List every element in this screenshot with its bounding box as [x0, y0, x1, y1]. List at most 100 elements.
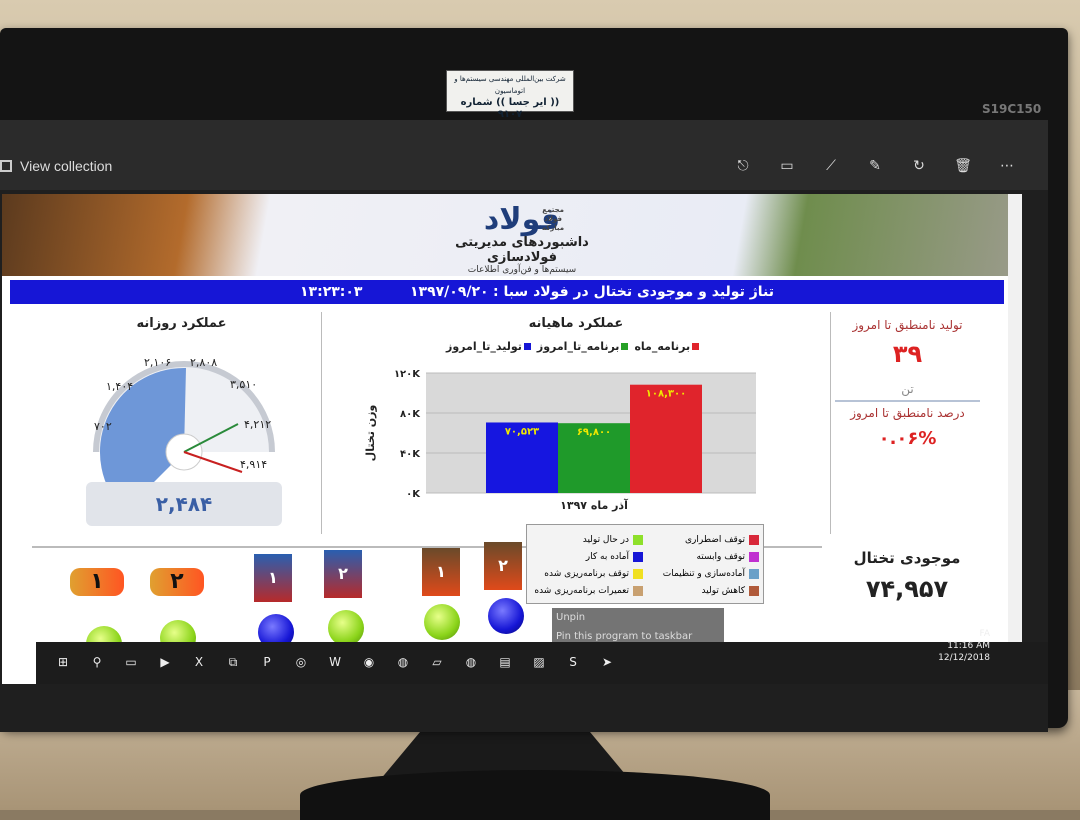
monthly-panel: عملکرد ماهیانه برنامه_ماه برنامه_تا_امرو…	[326, 312, 826, 534]
unit-1[interactable]: ۱	[70, 568, 124, 596]
app-icon[interactable]: P	[263, 655, 271, 669]
monitor-bezel: شرکت بین‌المللی مهندسی سیستم‌ها و اتوماس…	[0, 28, 1068, 732]
gauge-needle-red	[183, 451, 243, 473]
rotate-icon[interactable]: ↻	[913, 158, 925, 174]
screen: View collection ⎋ ▭ ⟋ ✎ ↻ 🗑 ⋯ فولاد مجتم…	[0, 120, 1048, 732]
kpi-divider	[835, 400, 980, 402]
back-icon[interactable]	[0, 160, 12, 172]
tray-lang[interactable]: FA	[979, 629, 990, 639]
gauge-tick: ۷۰۲	[94, 420, 112, 433]
word-icon[interactable]: W	[329, 655, 341, 669]
unit-6[interactable]: ۲	[484, 542, 522, 590]
title-bar-text: تناژ تولید و موجودی تختال در فولاد سبا :	[492, 284, 774, 300]
company-logo: فولاد مجتمع فولاد مبارکه	[483, 202, 566, 237]
explorer-icon[interactable]: ▤	[499, 655, 511, 669]
chrome-icon[interactable]: ◉	[363, 655, 375, 669]
excel-icon[interactable]: X	[194, 655, 204, 669]
firefox-icon[interactable]: ◍	[397, 655, 409, 669]
logo-subtext: مجتمع فولاد مبارکه	[541, 206, 566, 232]
legend-item: کاهش تولید	[647, 582, 759, 599]
telegram-icon[interactable]: ➤	[601, 655, 613, 669]
legend-item: برنامه_ماه	[634, 340, 700, 353]
legend-item: آماده‌سازی و تنظیمات	[647, 565, 759, 582]
header-title: داشبوردهای مدیریتی فولادسازی	[455, 235, 589, 265]
gauge-tick: ۲,۸۰۸	[190, 356, 217, 369]
jumplist-unpin[interactable]: Unpin	[556, 612, 586, 623]
skype-icon[interactable]: S	[569, 655, 577, 669]
unit-4[interactable]: ۲	[324, 550, 362, 598]
slideshow-icon[interactable]: ▭	[780, 158, 794, 174]
legend-item: برنامه_تا_امروز	[537, 340, 629, 353]
status-ball-5	[424, 604, 460, 640]
y-tick-label: ۱۲۰K	[394, 369, 421, 380]
network-icon[interactable]: ⧉	[228, 655, 238, 669]
stock-panel: موجودی تختال ۷۴,۹۵۷	[830, 539, 984, 629]
bar-data-label: ۶۹,۸۰۰	[577, 427, 611, 438]
bar	[558, 423, 630, 493]
media-icon[interactable]: ▶	[160, 655, 170, 669]
title-bar: تناژ تولید و موجودی تختال در فولاد سبا :…	[10, 280, 1004, 304]
unit-2[interactable]: ۲	[150, 568, 204, 596]
toolbar-icons: ⎋ ▭ ⟋ ✎ ↻ 🗑 ⋯	[732, 158, 1018, 178]
search-icon[interactable]: ⚲	[92, 655, 102, 669]
legend-item: توقف برنامه‌ریزی شده	[531, 565, 643, 582]
delete-icon[interactable]: 🗑	[954, 158, 972, 174]
bar-data-label: ۱۰۸,۳۰۰	[646, 389, 686, 400]
tray-time: 11:16 AM	[947, 641, 990, 651]
legend-item: در حال تولید	[531, 531, 643, 548]
share-icon[interactable]: ⎋	[737, 158, 749, 174]
nonconf-unit: تن	[901, 382, 914, 396]
monthly-title: عملکرد ماهیانه	[528, 316, 624, 331]
edit-icon[interactable]: ✎	[869, 158, 881, 174]
photos-icon[interactable]: ▨	[533, 655, 545, 669]
status-legend: توقف اضطراری توقف وابسته آماده‌سازی و تن…	[526, 524, 764, 604]
crop-icon[interactable]: ⟋	[826, 158, 836, 174]
app-icon[interactable]: ◎	[295, 655, 307, 669]
sticker-line1: شرکت بین‌المللی مهندسی سیستم‌ها و اتوماس…	[454, 75, 566, 95]
status-ball-4	[328, 610, 364, 646]
right-scroll-strip[interactable]	[1008, 194, 1022, 684]
more-icon[interactable]: ⋯	[1000, 158, 1014, 174]
jumplist-pin[interactable]: Pin this program to taskbar	[556, 631, 693, 642]
pct-label: درصد نامنطبق تا امروز	[850, 406, 965, 420]
stock-label: موجودی تختال	[853, 549, 961, 567]
asset-sticker: شرکت بین‌المللی مهندسی سیستم‌ها و اتوماس…	[446, 70, 574, 120]
daily-value: ۲,۴۸۴	[86, 482, 282, 526]
start-icon[interactable]: ⊞	[57, 655, 69, 669]
bar	[630, 384, 702, 493]
y-tick-label: ۰K	[406, 489, 421, 500]
x-axis-label: آذر ماه ۱۳۹۷	[560, 498, 628, 512]
unit-3[interactable]: ۱	[254, 554, 292, 602]
legend-item: توقف وابسته	[647, 548, 759, 565]
folder-icon[interactable]: ▱	[432, 655, 442, 669]
task-view-icon[interactable]: ▭	[125, 655, 137, 669]
stock-value: ۷۴,۹۵۷	[865, 575, 949, 603]
pct-value: ۰.۰۶%	[878, 428, 937, 449]
monitor-stand-base	[300, 770, 770, 820]
nonconf-value: ۳۹	[892, 340, 923, 368]
kpi-panel: تولید نامنطبق تا امروز ۳۹ تن درصد نامنطب…	[830, 312, 984, 534]
gauge-needle-green	[183, 423, 239, 453]
bar	[486, 422, 558, 493]
dashboard-header: فولاد مجتمع فولاد مبارکه داشبوردهای مدیر…	[2, 194, 1022, 276]
legend-col-right: توقف اضطراری توقف وابسته آماده‌سازی و تن…	[647, 531, 759, 599]
header-brand: فولاد مجتمع فولاد مبارکه داشبوردهای مدیر…	[432, 202, 612, 275]
system-tray[interactable]: FA 11:16 AM 12/12/2018	[938, 628, 990, 664]
title-bar-date: ۱۳۹۷/۰۹/۲۰	[410, 284, 489, 300]
gauge-tick: ۱,۴۰۴	[106, 380, 133, 393]
gauge-tick: ۳,۵۱۰	[230, 378, 257, 391]
monthly-legend: برنامه_ماه برنامه_تا_امروز تولید_تا_امرو…	[446, 340, 700, 353]
legend-item: تولید_تا_امروز	[446, 340, 531, 353]
view-collection-link[interactable]: View collection	[20, 158, 113, 174]
title-bar-time: ۱۳:۲۳:۰۳	[300, 284, 363, 300]
firefox-icon[interactable]: ◍	[465, 655, 477, 669]
daily-gauge: ۰ ۷۰۲ ۱,۴۰۴ ۲,۱۰۶ ۲,۸۰۸ ۳,۵۱۰ ۴,۲۱۲ ۴,۹۱…	[86, 342, 282, 512]
sticker-line2: (( ایر جسا )) شماره ۹۱۰۷	[460, 97, 560, 120]
photos-toolbar: View collection ⎋ ▭ ⟋ ✎ ↻ 🗑 ⋯	[0, 120, 1048, 190]
gauge-tick: ۴,۲۱۲	[244, 418, 271, 431]
nonconf-label: تولید نامنطبق تا امروز	[852, 318, 963, 332]
tray-date: 12/12/2018	[938, 653, 990, 663]
windows-taskbar: ⊞ ⚲ ▭ ▶ X ⧉ P ◎ W ◉ ◍ ▱ ◍ ▤ ▨ S ➤	[36, 642, 1048, 684]
legend-item: آماده به کار	[531, 548, 643, 565]
unit-5[interactable]: ۱	[422, 548, 460, 596]
